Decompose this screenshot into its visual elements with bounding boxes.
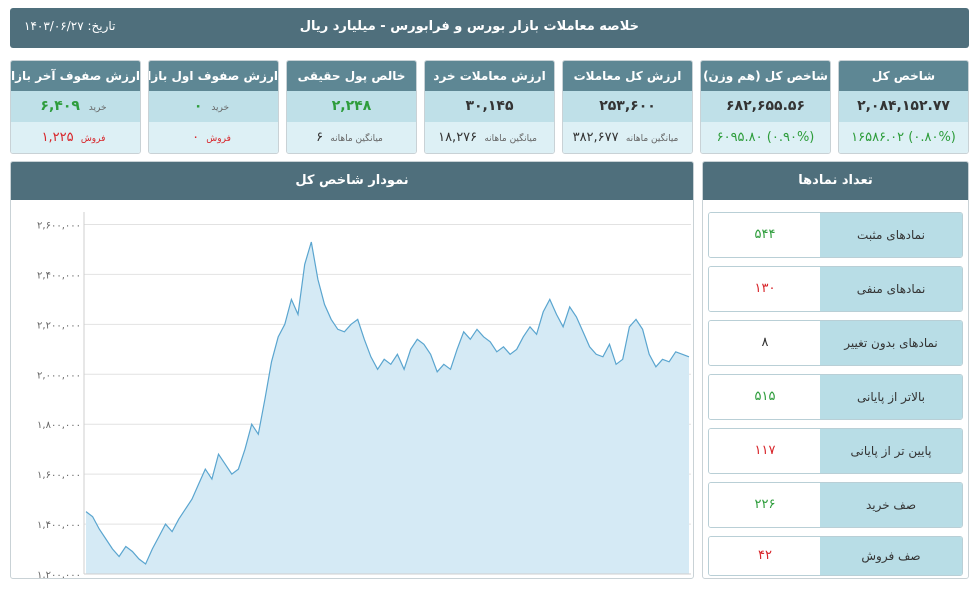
date-display: تاریخ: ۱۴۰۳/۰۶/۲۷: [24, 19, 115, 33]
card-change: (۰.۸۰%) ۱۶۵۸۶.۰۲: [839, 122, 968, 153]
card-buy-row: خرید ۶,۴۰۹: [11, 91, 140, 122]
symbols-row-sell-queue: ۴۲ صف فروش: [708, 536, 963, 576]
y-tick-label: ۱,۴۰۰,۰۰۰: [37, 520, 81, 531]
symbols-row-value: ۵۴۴: [709, 213, 821, 257]
card-change: (۰.۹۰%) ۶۰۹۵.۸۰: [701, 122, 830, 153]
card-title: ارزش معاملات خرد: [425, 61, 554, 91]
card-value: ۶۸۲,۶۵۵.۵۶: [701, 91, 830, 122]
symbols-row-positive: ۵۴۴ نمادهای مثبت: [708, 212, 963, 258]
card-first-queues-value: ارزش صفوف اول بازار خرید ۰ فروش ۰: [148, 60, 279, 154]
card-value: ۲۵۳,۶۰۰: [563, 91, 692, 122]
symbols-row-buy-queue: ۲۲۶ صف خرید: [708, 482, 963, 528]
date-label: تاریخ:: [87, 19, 116, 33]
y-tick-label: ۲,۶۰۰,۰۰۰: [37, 220, 81, 231]
index-chart[interactable]: ۱,۲۰۰,۰۰۰ ۱,۴۰۰,۰۰۰ ۱,۶۰۰,۰۰۰ ۱,۸۰۰,۰۰۰ ۲,۰۰…: [11, 200, 693, 578]
symbols-row-label: نمادهای مثبت: [820, 213, 962, 257]
card-title: خالص پول حقیقی: [287, 61, 416, 91]
symbols-row-value: ۱۳۰: [709, 267, 821, 311]
y-tick-label: ۲,۰۰۰,۰۰۰: [37, 370, 81, 381]
symbols-row-value: ۸: [709, 321, 821, 365]
y-tick-label: ۱,۲۰۰,۰۰۰: [37, 570, 81, 578]
symbols-row-label: صف فروش: [820, 537, 962, 575]
card-total-trade-value: ارزش کل معاملات ۲۵۳,۶۰۰ میانگین ماهانه ۳…: [562, 60, 693, 154]
y-tick-label: ۲,۴۰۰,۰۰۰: [37, 270, 81, 281]
card-monthly-average: میانگین ماهانه ۱۸,۲۷۶: [425, 122, 554, 153]
card-title: ارزش صفوف آخر بازار: [11, 61, 140, 91]
card-buy-row: خرید ۰: [149, 91, 278, 122]
symbols-row-above-close: ۵۱۵ بالاتر از پایانی: [708, 374, 963, 420]
card-sell-row: فروش ۱,۲۲۵: [11, 122, 140, 153]
card-title: شاخص کل: [839, 61, 968, 91]
card-value: ۲,۲۴۸: [287, 91, 416, 122]
symbols-row-value: ۱۱۷: [709, 429, 821, 473]
card-net-real-money: خالص پول حقیقی ۲,۲۴۸ میانگین ماهانه ۶: [286, 60, 417, 154]
symbols-row-value: ۵۱۵: [709, 375, 821, 419]
symbols-row-unchanged: ۸ نمادهای بدون تغییر: [708, 320, 963, 366]
y-tick-label: ۲,۲۰۰,۰۰۰: [37, 320, 81, 331]
card-value: ۲,۰۸۴,۱۵۲.۷۷: [839, 91, 968, 122]
symbols-count-panel: تعداد نمادها ۵۴۴ نمادهای مثبت ۱۳۰ نمادها…: [702, 161, 969, 579]
card-value: ۳۰,۱۴۵: [425, 91, 554, 122]
symbols-row-value: ۴۲: [709, 537, 821, 575]
page-title: خلاصه معاملات بازار بورس و فرابورس - میل…: [299, 19, 639, 34]
symbols-row-value: ۲۲۶: [709, 483, 821, 527]
symbols-row-below-close: ۱۱۷ پایین تر از پایانی: [708, 428, 963, 474]
index-chart-panel: نمودار شاخص کل ۱,۲۰۰,۰۰۰ ۱,۴۰۰,۰۰۰ ۱,۶۰۰,۰…: [10, 161, 694, 579]
series-line: [85, 241, 690, 565]
card-retail-trade-value: ارزش معاملات خرد ۳۰,۱۴۵ میانگین ماهانه ۱…: [424, 60, 555, 154]
card-sell-row: فروش ۰: [149, 122, 278, 153]
symbols-row-negative: ۱۳۰ نمادهای منفی: [708, 266, 963, 312]
stat-cards: شاخص کل ۲,۰۸۴,۱۵۲.۷۷ (۰.۸۰%) ۱۶۵۸۶.۰۲ شا…: [10, 60, 969, 154]
card-title: ارزش کل معاملات: [563, 61, 692, 91]
chart-title: نمودار شاخص کل: [11, 162, 693, 200]
symbols-row-label: پایین تر از پایانی: [820, 429, 962, 473]
summary-header: خلاصه معاملات بازار بورس و فرابورس - میل…: [10, 8, 969, 48]
series-area: [86, 242, 689, 574]
date-value: ۱۴۰۳/۰۶/۲۷: [24, 19, 84, 33]
y-tick-label: ۱,۸۰۰,۰۰۰: [37, 420, 81, 431]
symbols-row-label: صف خرید: [820, 483, 962, 527]
symbols-panel-title: تعداد نمادها: [703, 162, 968, 200]
card-equal-weight-index: شاخص کل (هم وزن) ۶۸۲,۶۵۵.۵۶ (۰.۹۰%) ۶۰۹۵…: [700, 60, 831, 154]
card-title: ارزش صفوف اول بازار: [149, 61, 278, 91]
card-monthly-average: میانگین ماهانه ۶: [287, 122, 416, 153]
card-title: شاخص کل (هم وزن): [701, 61, 830, 91]
symbols-row-label: نمادهای بدون تغییر: [820, 321, 962, 365]
symbols-row-label: بالاتر از پایانی: [820, 375, 962, 419]
card-monthly-average: میانگین ماهانه ۳۸۲,۶۷۷: [563, 122, 692, 153]
y-tick-label: ۱,۶۰۰,۰۰۰: [37, 470, 81, 481]
card-last-queues-value: ارزش صفوف آخر بازار خرید ۶,۴۰۹ فروش ۱,۲۲…: [10, 60, 141, 154]
symbols-row-label: نمادهای منفی: [820, 267, 962, 311]
card-total-index: شاخص کل ۲,۰۸۴,۱۵۲.۷۷ (۰.۸۰%) ۱۶۵۸۶.۰۲: [838, 60, 969, 154]
